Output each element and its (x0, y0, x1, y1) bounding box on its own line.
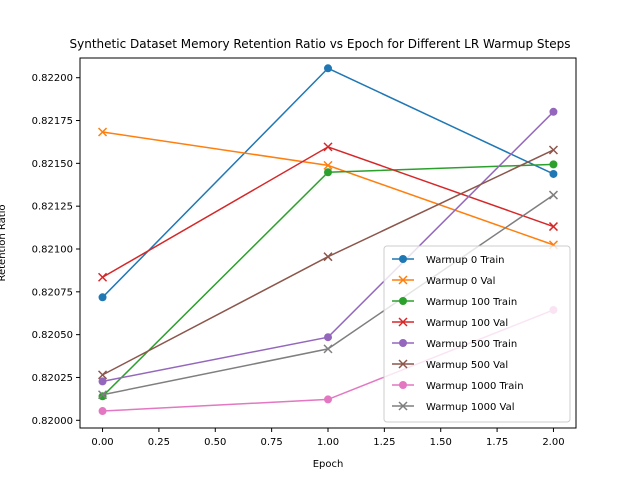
y-tick-label: 0.82200 (32, 73, 73, 84)
data-point (98, 377, 107, 386)
legend-label: Warmup 0 Val (426, 276, 495, 287)
legend-box (383, 245, 571, 423)
legend-label: Warmup 1000 Val (426, 402, 515, 413)
legend-label: Warmup 1000 Train (426, 381, 524, 392)
y-tick-label: 0.82025 (32, 373, 73, 384)
x-tick-label: 1.25 (373, 437, 395, 448)
legend-label: Warmup 0 Train (426, 255, 504, 266)
legend-label: Warmup 100 Val (426, 318, 508, 329)
data-point (548, 190, 558, 200)
series-3 (98, 142, 558, 282)
data-point (323, 142, 333, 152)
series-4 (98, 107, 558, 386)
x-tick-label: 1.75 (486, 437, 508, 448)
data-point (548, 222, 558, 232)
series-5 (98, 145, 558, 380)
legend-label: Warmup 100 Train (426, 297, 517, 308)
plot-frame (79, 57, 577, 429)
legend-item: Warmup 100 Train (392, 297, 517, 308)
data-point (323, 344, 333, 354)
data-point (324, 333, 332, 342)
legend-marker (398, 359, 408, 369)
data-point (324, 395, 332, 404)
series-1 (98, 127, 558, 250)
x-tick-label: 0.75 (261, 437, 283, 448)
y-tick-label: 0.82150 (32, 159, 73, 170)
data-point (98, 390, 108, 400)
y-tick-label: 0.82175 (32, 116, 73, 127)
data-point (324, 64, 332, 73)
series-2 (98, 160, 558, 401)
legend-marker (398, 401, 408, 411)
x-tick-label: 1.50 (430, 437, 452, 448)
legend-item: Warmup 1000 Val (392, 401, 515, 413)
legend-item: Warmup 500 Train (392, 339, 517, 350)
y-tick-label: 0.82050 (32, 330, 73, 341)
legend-marker (399, 255, 407, 263)
legend-item: Warmup 100 Val (392, 317, 508, 329)
legend-marker (399, 381, 407, 389)
plot-area (98, 64, 558, 416)
legend-marker (398, 275, 408, 285)
data-point (98, 293, 107, 302)
y-tick-label: 0.82125 (32, 202, 73, 213)
x-tick-label: 0.00 (91, 437, 113, 448)
data-point (98, 407, 107, 416)
legend-item: Warmup 1000 Train (392, 381, 524, 392)
y-axis: 0.82000 0.82025 0.82050 0.82075 0.82100 0.821… (32, 73, 80, 427)
legend-marker (399, 297, 407, 305)
data-point (323, 160, 333, 170)
data-point (323, 252, 333, 262)
data-point (549, 107, 558, 116)
y-tick-label: 0.82100 (32, 244, 73, 255)
data-point (549, 169, 558, 178)
data-point (548, 145, 558, 155)
x-axis: 0.00 0.25 0.50 0.75 1.00 1.25 1.50 1.75 2.00 (91, 428, 565, 448)
x-axis-label: Epoch (313, 459, 344, 470)
chart-title: Synthetic Dataset Memory Retention Ratio… (70, 37, 571, 51)
data-point (98, 370, 108, 380)
legend-item: Warmup 0 Train (392, 255, 504, 266)
legend-label: Warmup 500 Train (426, 339, 517, 350)
series-0 (98, 64, 558, 302)
x-tick-label: 2.00 (542, 437, 564, 448)
legend-label: Warmup 500 Val (426, 360, 508, 371)
y-tick-label: 0.82075 (32, 287, 73, 298)
legend-marker (399, 339, 407, 347)
x-tick-label: 1.00 (317, 437, 339, 448)
legend: Warmup 0 Train Warmup 0 Val Warmup 100 Tra… (383, 245, 571, 423)
legend-item: Warmup 500 Val (392, 359, 508, 371)
x-tick-label: 0.50 (204, 437, 226, 448)
data-point (549, 160, 558, 169)
data-point (98, 127, 108, 137)
y-axis-label: Retention Ratio (0, 204, 8, 281)
y-tick-label: 0.82000 (32, 416, 73, 427)
x-tick-label: 0.25 (148, 437, 170, 448)
legend-marker (398, 317, 408, 327)
data-point (98, 272, 108, 282)
data-point (324, 168, 332, 177)
legend-item: Warmup 0 Val (392, 275, 495, 287)
